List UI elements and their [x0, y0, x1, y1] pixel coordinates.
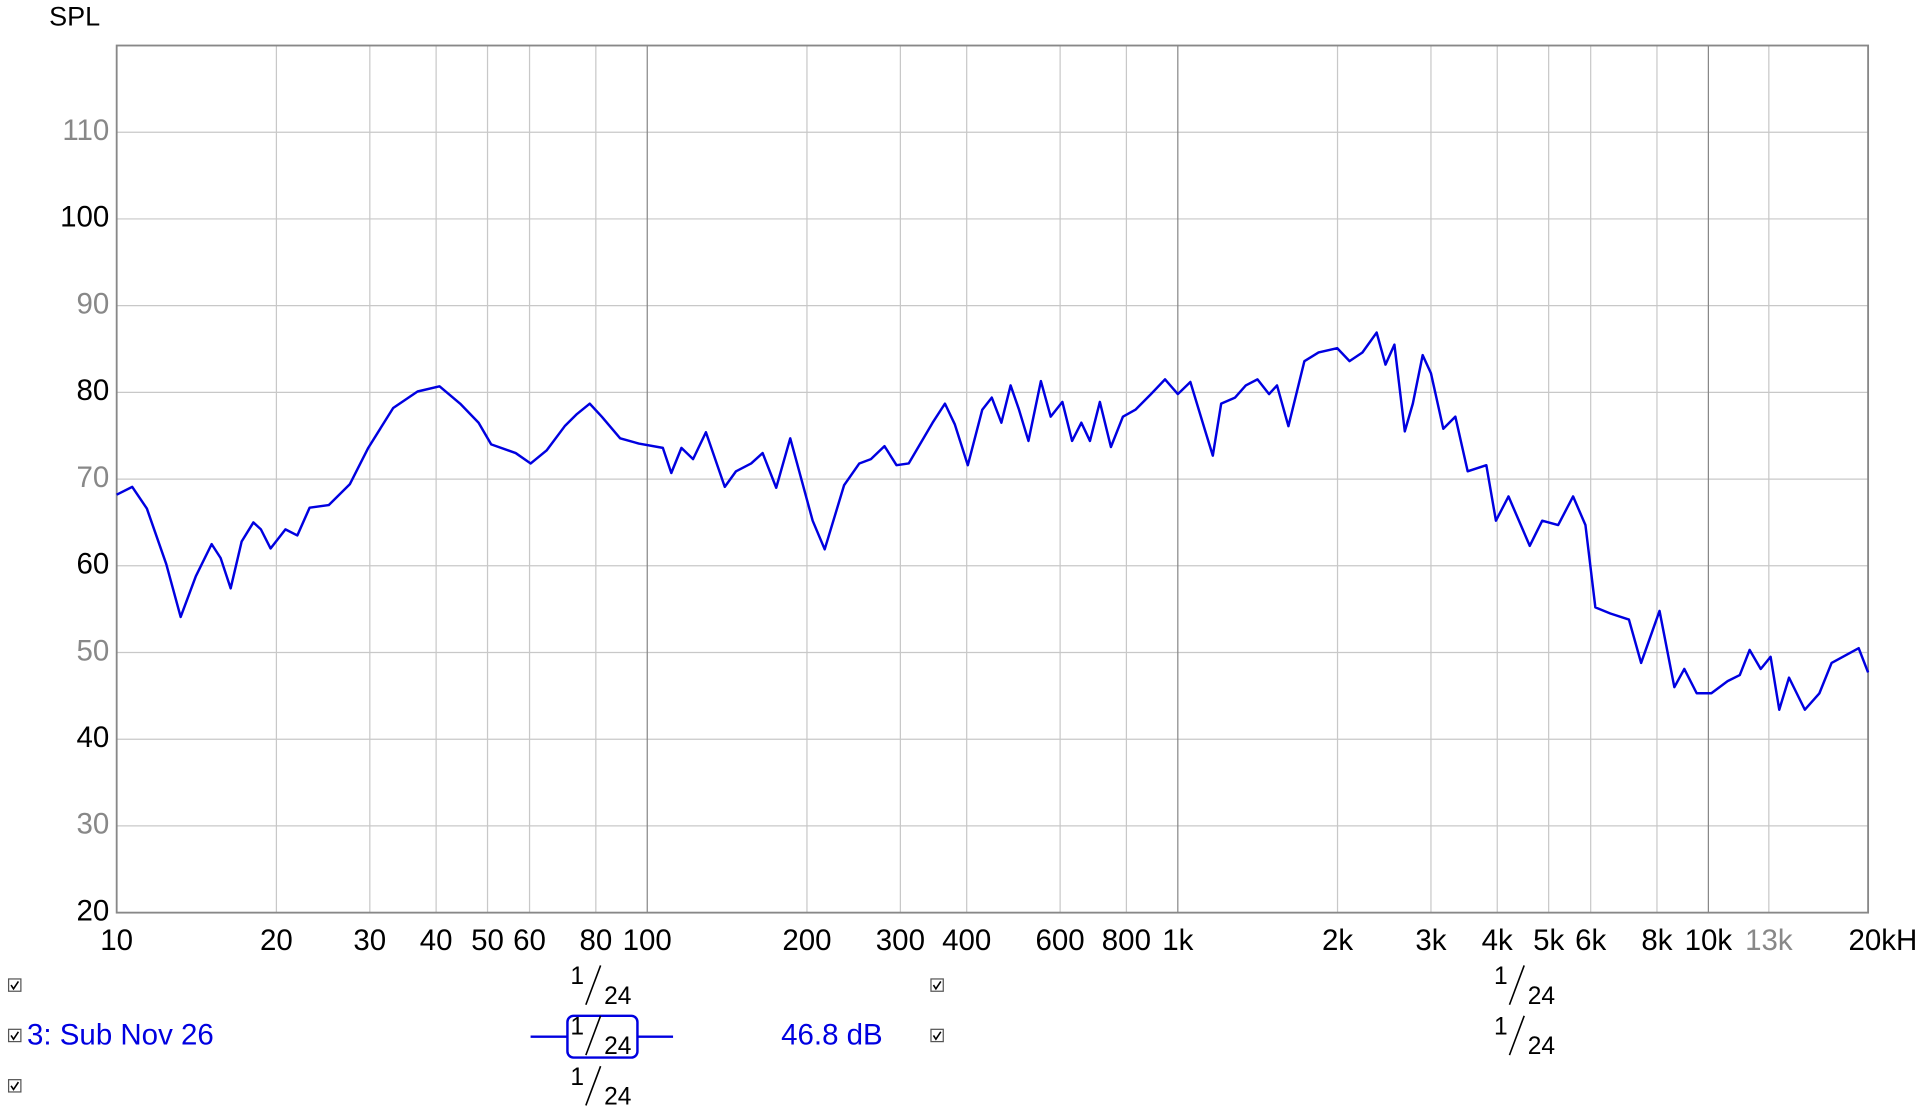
x-tick-label: 4k: [1482, 924, 1513, 957]
smoothing-numerator: 1: [1494, 963, 1508, 990]
x-tick-label: 40: [420, 924, 453, 957]
fraction-slash: [585, 1015, 602, 1056]
y-tick-label: 100: [60, 201, 109, 234]
checkbox-box: [7, 1079, 22, 1093]
y-tick-label: 50: [77, 634, 110, 667]
checkbox-box: [7, 978, 22, 992]
smoothing-denominator: 24: [1528, 983, 1555, 1010]
x-tick-label: 50: [471, 924, 504, 957]
x-tick-label: 2k: [1322, 924, 1353, 957]
x-tick-label: 60: [513, 924, 546, 957]
fraction-slash: [1508, 1015, 1525, 1056]
y-tick-label: 90: [77, 287, 110, 320]
x-tick-label: 3k: [1415, 924, 1446, 957]
checkbox-box: [930, 978, 944, 992]
x-tick-label: 600: [1036, 924, 1085, 957]
fraction-slash: [585, 1065, 602, 1106]
x-tick-label: 13k: [1745, 924, 1793, 957]
x-tick-label: 30: [353, 924, 386, 957]
y-tick-label: 70: [77, 461, 110, 494]
y-tick-label: 60: [77, 548, 110, 581]
smoothing-denominator: 24: [604, 983, 631, 1010]
x-tick-label: 6k: [1575, 924, 1606, 957]
x-tick-label: 5k: [1533, 924, 1564, 957]
smoothing-numerator: 1: [1494, 1014, 1508, 1041]
x-tick-label: 300: [876, 924, 925, 957]
y-tick-label: 20: [77, 894, 110, 927]
x-tick-label: 20kHz: [1848, 924, 1916, 957]
x-tick-label: 8k: [1641, 924, 1672, 957]
y-tick-label: 30: [77, 808, 110, 841]
checkbox-tick: [10, 1081, 20, 1091]
smoothing-denominator: 24: [604, 1084, 631, 1108]
x-tick-label: 200: [782, 924, 831, 957]
checkbox-tick: [932, 980, 942, 991]
checkbox[interactable]: [7, 978, 22, 992]
legend-swatch-box[interactable]: [566, 1014, 639, 1059]
x-tick-label: 80: [579, 924, 612, 957]
smoothing-numerator: 1: [570, 1064, 584, 1091]
x-tick-label: 800: [1102, 924, 1151, 957]
checkbox-tick: [10, 980, 20, 991]
x-tick-label: 10k: [1685, 924, 1733, 957]
checkbox-tick: [10, 1031, 20, 1041]
smoothing-numerator: 1: [570, 963, 584, 990]
fraction-slash: [585, 965, 602, 1006]
x-tick-label: 400: [942, 924, 991, 957]
cursor-readout: 46.8 dB: [781, 1018, 883, 1051]
y-tick-label: 40: [77, 721, 110, 754]
x-tick-label: 100: [623, 924, 672, 957]
fraction-slash: [1508, 965, 1525, 1006]
series-name[interactable]: 3: Sub Nov 26: [27, 1018, 214, 1051]
y-axis-label: SPL: [49, 2, 100, 32]
checkbox[interactable]: [7, 1028, 22, 1043]
y-tick-label: 80: [77, 374, 110, 407]
smoothing-numerator: 1: [570, 1014, 584, 1041]
x-tick-label: 20: [260, 924, 293, 957]
checkbox[interactable]: [7, 1079, 22, 1093]
checkbox[interactable]: [930, 978, 944, 992]
x-tick-label: 10: [100, 924, 133, 957]
legend-panel: 1 24 1 24 1 24 1 24 3: Sub Nov 26 1 24 46.8 dB: [7, 963, 1555, 1108]
checkbox-box: [930, 1028, 944, 1043]
smoothing-denominator: 24: [1528, 1033, 1555, 1060]
plot-marks: [116, 331, 1870, 711]
x-tick-label: 1k: [1162, 924, 1193, 957]
plot-frame: [115, 44, 1870, 914]
checkbox-tick: [932, 1031, 942, 1041]
smoothing-denominator: 24: [604, 1033, 631, 1060]
checkbox[interactable]: [930, 1028, 944, 1043]
response-curve: [116, 331, 1870, 711]
checkbox-box: [7, 1028, 22, 1043]
y-tick-label: 110: [62, 114, 109, 147]
